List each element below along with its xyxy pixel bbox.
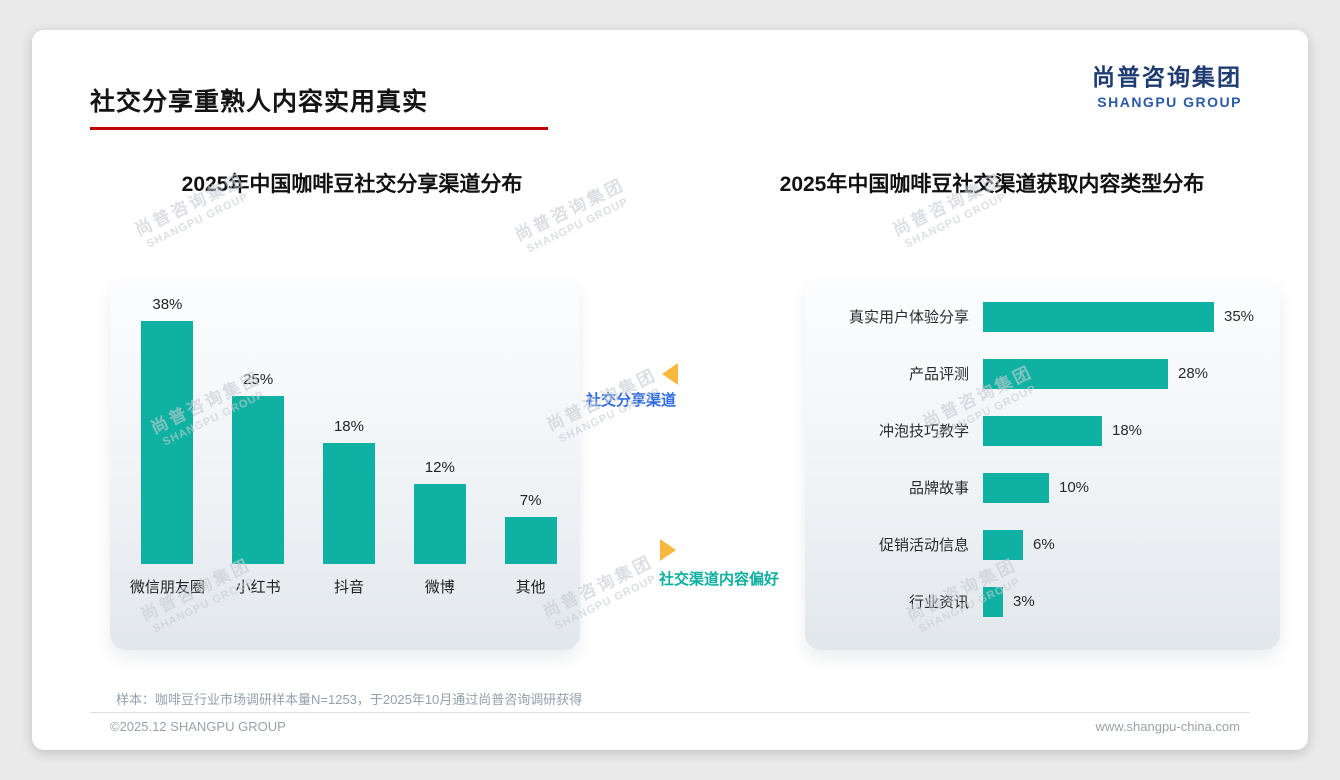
bar: [983, 415, 1102, 446]
bar-category-label: 冲泡技巧教学: [878, 423, 969, 440]
bar-value-label: 10%: [1059, 479, 1090, 496]
bar-plot: 7%: [504, 296, 557, 564]
bar-column: 38% 微信朋友圈: [122, 296, 212, 597]
bar: [983, 358, 1168, 389]
bar-category-label: 抖音: [333, 579, 364, 596]
bar-category-label: 小红书: [235, 579, 281, 596]
bar: [983, 529, 1023, 560]
bar: [322, 443, 375, 564]
bar-column: 12% 微博: [395, 296, 485, 597]
bar-category-label: 微博: [424, 579, 455, 596]
sample-note: 样本：咖啡豆行业市场调研样本量N=1253，于2025年10月通过尚普咨询调研获…: [116, 692, 583, 707]
bar-value-label: 35%: [1224, 308, 1255, 325]
bar: [232, 396, 285, 564]
page-title: 社交分享重熟人内容实用真实: [90, 82, 549, 130]
logo-en-text: SHANGPU GROUP: [1097, 94, 1242, 110]
logo-cn-text: 尚普咨询集团: [1092, 64, 1242, 90]
left-chart-title: 2025年中国咖啡豆社交分享渠道分布: [181, 173, 523, 196]
bar-category-label: 真实用户体验分享: [848, 309, 969, 326]
bar-value-label: 18%: [333, 418, 364, 435]
bar: [141, 321, 194, 564]
bar-value-label: 25%: [243, 371, 274, 388]
bar-column: 25% 小红书: [213, 296, 303, 597]
bar-plot: 25%: [232, 296, 285, 564]
bar-plot: 18%: [322, 296, 375, 564]
bar-category-label: 促销活动信息: [878, 537, 969, 554]
bar-row: 行业资讯 3%: [819, 573, 1280, 630]
bar: [983, 472, 1049, 503]
bar: [504, 517, 557, 564]
company-logo: 尚普咨询集团 SHANGPU GROUP: [1092, 58, 1242, 110]
horizontal-bar-chart: 真实用户体验分享 35% 产品评测 28% 冲泡技巧教学 18% 品牌故事 10% 促销活动信息…: [805, 280, 1280, 630]
triangle-right-icon: [660, 539, 676, 561]
bar-category-label: 其他: [515, 579, 546, 596]
bar-category-label: 品牌故事: [908, 480, 969, 497]
bar-value-label: 18%: [1112, 422, 1143, 439]
footer-website: www.shangpu-china.com: [1095, 719, 1240, 734]
bar-row: 促销活动信息 6%: [819, 516, 1280, 573]
bar-value-label: 3%: [1013, 593, 1035, 610]
bar-row: 真实用户体验分享 35%: [819, 288, 1280, 345]
bar-value-label: 28%: [1178, 365, 1209, 382]
bar-value-label: 38%: [152, 296, 183, 313]
vertical-bar-chart: 38% 微信朋友圈 25% 小红书 18% 抖音 12% 微博 7% 其他: [110, 280, 580, 597]
footer-divider: [90, 712, 1250, 713]
bar-plot: 12%: [413, 296, 466, 564]
bar-plot: 38%: [141, 296, 194, 564]
left-chart-panel: 38% 微信朋友圈 25% 小红书 18% 抖音 12% 微博 7% 其他: [110, 280, 580, 650]
bar-category-label: 产品评测: [908, 366, 969, 383]
bar-row: 品牌故事 10%: [819, 459, 1280, 516]
watermark-subtext: SHANGPU GROUP: [903, 190, 1009, 251]
bar-value-label: 7%: [519, 492, 542, 509]
bar-row: 产品评测 28%: [819, 345, 1280, 402]
right-chart-title: 2025年中国咖啡豆社交渠道获取内容类型分布: [779, 173, 1205, 196]
bar-value-label: 6%: [1033, 536, 1055, 553]
bar-column: 7% 其他: [486, 296, 576, 597]
content-preference-annotation: 社交渠道内容偏好: [659, 571, 780, 588]
bar-category-label: 微信朋友圈: [129, 579, 205, 596]
footer-copyright: ©2025.12 SHANGPU GROUP: [110, 719, 286, 734]
right-chart-panel: 真实用户体验分享 35% 产品评测 28% 冲泡技巧教学 18% 品牌故事 10% 促销活动信息…: [805, 280, 1280, 650]
bar-row: 冲泡技巧教学 18%: [819, 402, 1280, 459]
bar: [983, 586, 1003, 617]
triangle-left-icon: [662, 363, 678, 385]
bar-column: 18% 抖音: [304, 296, 394, 597]
bar: [983, 301, 1214, 332]
watermark-subtext: SHANGPU GROUP: [145, 190, 251, 251]
slide-card: 尚普咨询集团 SHANGPU GROUP 尚普咨询集团 SHANGPU GROUP …: [32, 30, 1308, 750]
sharing-channels-annotation: 社交分享渠道: [586, 392, 677, 409]
bar-value-label: 12%: [424, 459, 455, 476]
bar: [413, 484, 466, 564]
watermark-subtext: SHANGPU GROUP: [525, 195, 631, 256]
bar-category-label: 行业资讯: [908, 594, 969, 611]
